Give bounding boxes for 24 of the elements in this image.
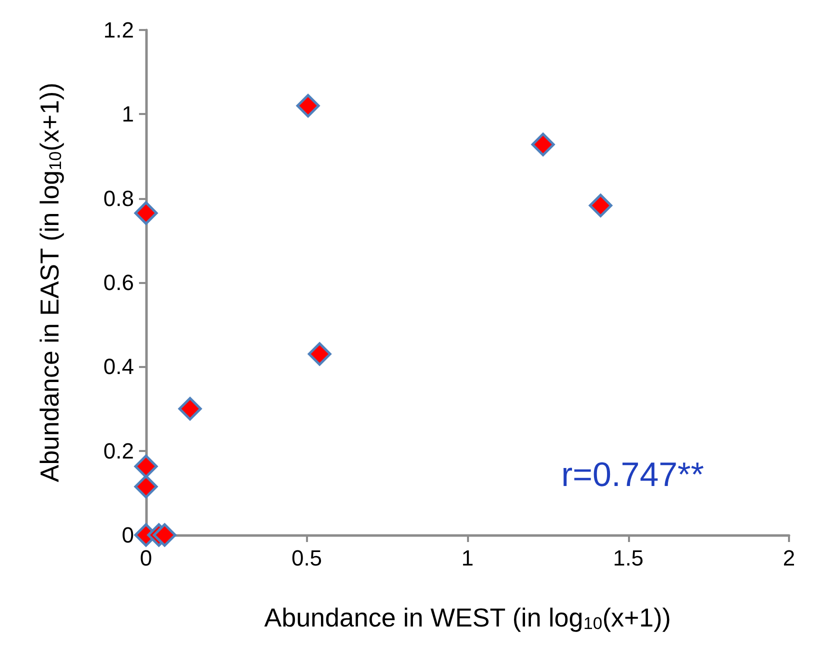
x-tick-label: 1: [461, 546, 474, 570]
x-tick-label: 0.5: [291, 546, 322, 570]
y-tick-label: 0.2: [103, 438, 134, 464]
x-tick-label: 1.5: [612, 546, 644, 570]
y-tick-label: 0: [122, 522, 134, 548]
point: [152, 523, 176, 547]
x-axis-title: Abundance in WEST (in log10(x+1)): [264, 602, 671, 633]
y-tick-label: 1: [122, 102, 134, 127]
x-tick-label: 2: [782, 546, 796, 570]
point: [588, 194, 612, 218]
point: [178, 397, 202, 420]
point: [134, 454, 158, 478]
point: [308, 342, 332, 366]
y-tick-label: 0.8: [103, 186, 134, 211]
y-axis-title: Abundance in EAST (in log10(x+1)): [34, 82, 65, 482]
point: [296, 94, 320, 118]
x-tick-label: 0: [140, 546, 152, 570]
point: [134, 201, 158, 225]
point: [531, 132, 555, 156]
point: [134, 474, 158, 498]
y-tick-label: 0.4: [103, 354, 134, 380]
y-tick-label: 0.6: [103, 270, 134, 295]
y-tick-label: 1.2: [103, 18, 134, 42]
annotation: r=0.747**: [561, 456, 704, 494]
